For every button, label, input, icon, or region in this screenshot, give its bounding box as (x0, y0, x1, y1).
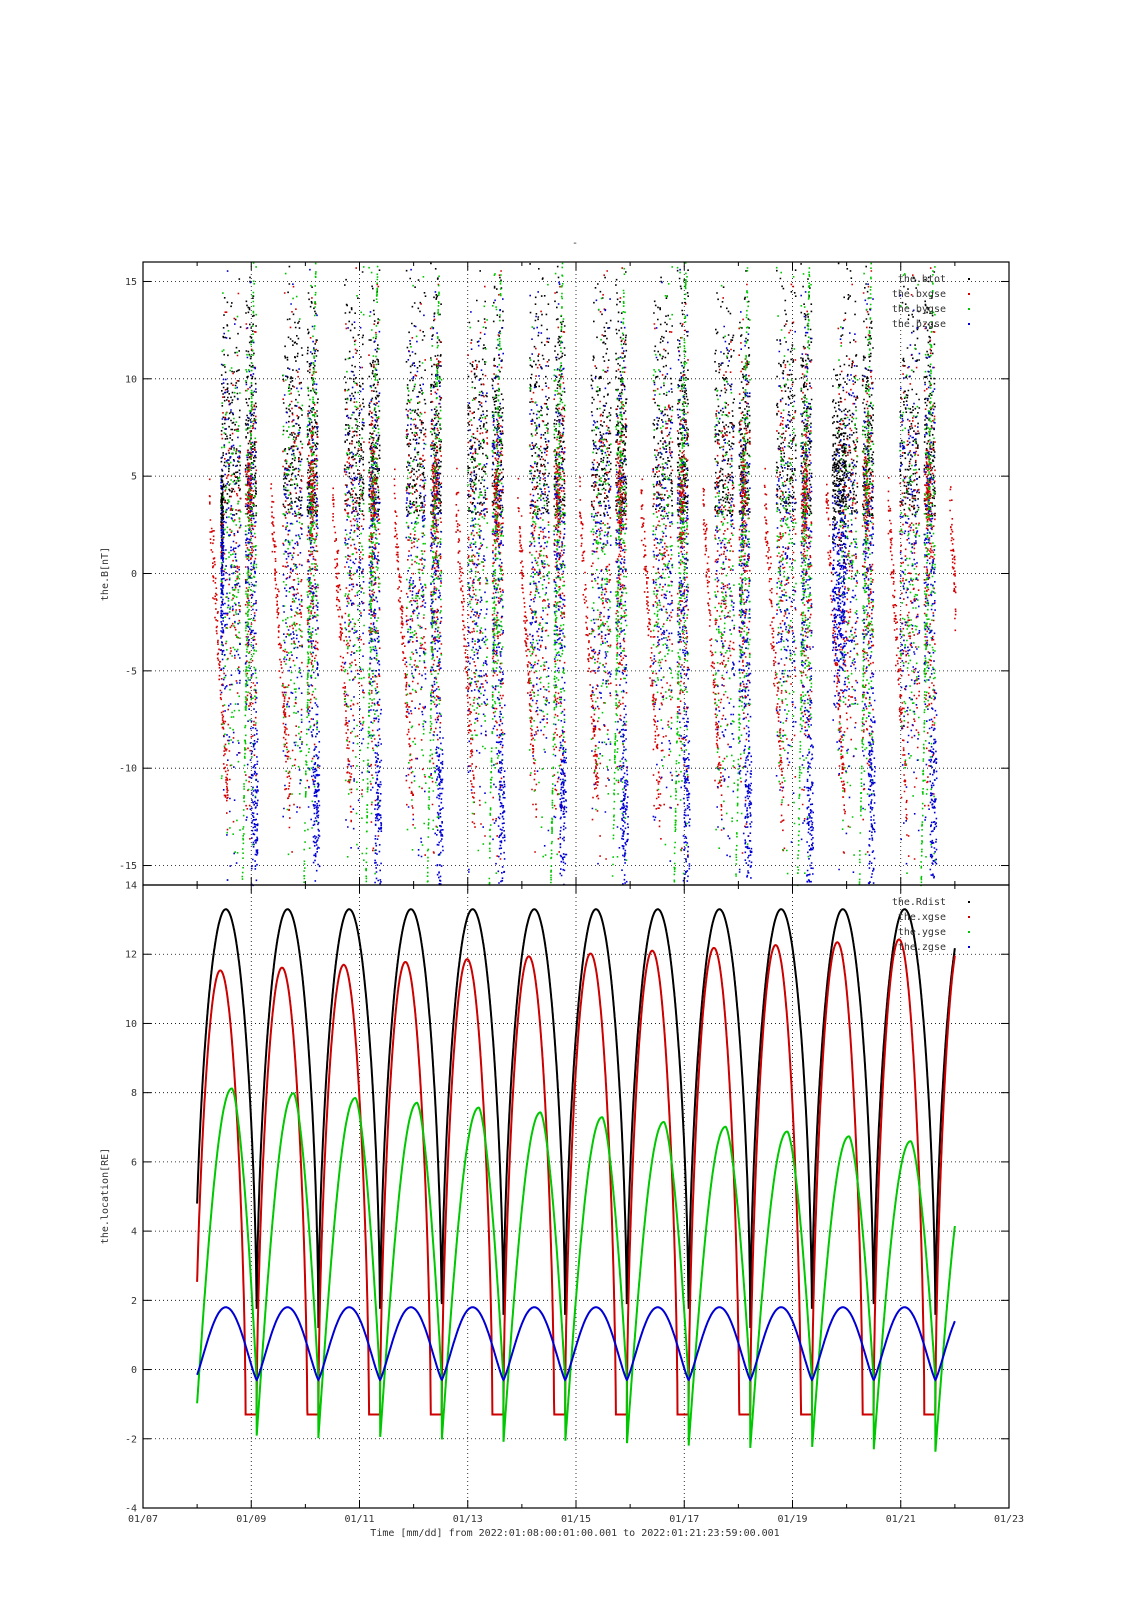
bottom-orbit-lines (196, 908, 956, 1452)
legend-marker (968, 931, 970, 933)
y-tick-label: -10 (119, 764, 137, 775)
y-tick-label: 12 (125, 950, 137, 961)
top-scatter-points (208, 262, 957, 887)
bottom-legend: the.Rdist the.xgse the.ygse the.zgse (892, 897, 970, 953)
x-tick-label: 01/15 (561, 1514, 591, 1525)
scatter-points-the.bzgse (220, 268, 938, 887)
legend-marker (968, 901, 970, 903)
y-tick-label: 0 (131, 1365, 137, 1376)
y-tick-label: 2 (131, 1296, 137, 1307)
legend-label: the.bxgse (892, 289, 946, 300)
legend-label: the.bzgse (892, 319, 946, 330)
x-tick-label: 01/09 (236, 1514, 266, 1525)
legend-label: the.Rdist (892, 897, 946, 908)
y-tick-label: -5 (125, 666, 137, 677)
bottom-y-axis-label: the.location[RE] (100, 1148, 111, 1244)
top-y-ticks: -15 -10 -5 0 5 10 15 (119, 277, 1009, 872)
scatter-points-the.bxgse (208, 267, 957, 860)
y-tick-label: 4 (131, 1227, 137, 1238)
y-tick-label: -4 (125, 1504, 137, 1515)
legend-marker (968, 946, 970, 948)
legend-label: the.bygse (892, 304, 946, 315)
bottom-y-ticks: -4 -2 0 2 4 6 8 10 12 14 (125, 881, 1009, 1515)
y-tick-label: 6 (131, 1157, 137, 1168)
x-tick-label: 01/07 (128, 1514, 158, 1525)
x-tick-label: 01/11 (344, 1514, 374, 1525)
series-line-the.xgse (196, 938, 956, 1416)
legend-label: the.ygse (898, 927, 946, 938)
y-tick-label: 5 (131, 472, 137, 483)
x-axis-label: Time [mm/dd] from 2022:01:08:00:01:00.00… (370, 1528, 779, 1539)
top-y-axis-label: the.B[nT] (100, 547, 111, 601)
top-legend: the.btot the.bxgse the.bygse the.bzgse (892, 274, 970, 330)
legend-label: the.zgse (898, 942, 946, 953)
top-grid (143, 262, 1009, 885)
y-tick-label: -2 (125, 1434, 137, 1445)
y-tick-label: 14 (125, 881, 137, 892)
legend-marker (968, 308, 970, 310)
scatter-points-the.bygse (220, 262, 936, 887)
scatter-points-the.btot (220, 262, 936, 596)
y-tick-label: 0 (131, 569, 137, 580)
legend-marker (968, 323, 970, 325)
figure-title: - (572, 238, 578, 249)
y-tick-label: 15 (125, 277, 137, 288)
y-tick-label: 10 (125, 374, 137, 385)
legend-marker (968, 916, 970, 918)
legend-marker (968, 278, 970, 280)
x-tick-label: 01/21 (886, 1514, 916, 1525)
x-tick-label: 01/23 (994, 1514, 1024, 1525)
series-line-the.zgse (196, 1306, 956, 1382)
y-tick-label: -15 (119, 861, 137, 872)
x-tick-label: 01/13 (453, 1514, 483, 1525)
legend-marker (968, 293, 970, 295)
legend-label: the.xgse (898, 912, 946, 923)
legend-label: the.btot (898, 274, 946, 285)
location-panel: -4 -2 0 2 4 6 8 10 12 14 01/07 01/09 01/11 01/13 01/1… (100, 881, 1024, 1526)
series-line-the.Rdist (196, 908, 956, 1329)
y-tick-label: 10 (125, 1019, 137, 1030)
top-x-ticks (142, 262, 1010, 885)
bottom-x-ticks: 01/07 01/09 01/11 01/13 01/15 01/17 01/19 01/21… (128, 885, 1024, 1525)
x-tick-label: 01/19 (777, 1514, 807, 1525)
x-tick-label: 01/17 (669, 1514, 699, 1525)
magnetic-field-panel: -15 -10 -5 0 5 10 15 the.B[nT] the.btot the.bxg… (100, 261, 1010, 887)
y-tick-label: 8 (131, 1088, 137, 1099)
